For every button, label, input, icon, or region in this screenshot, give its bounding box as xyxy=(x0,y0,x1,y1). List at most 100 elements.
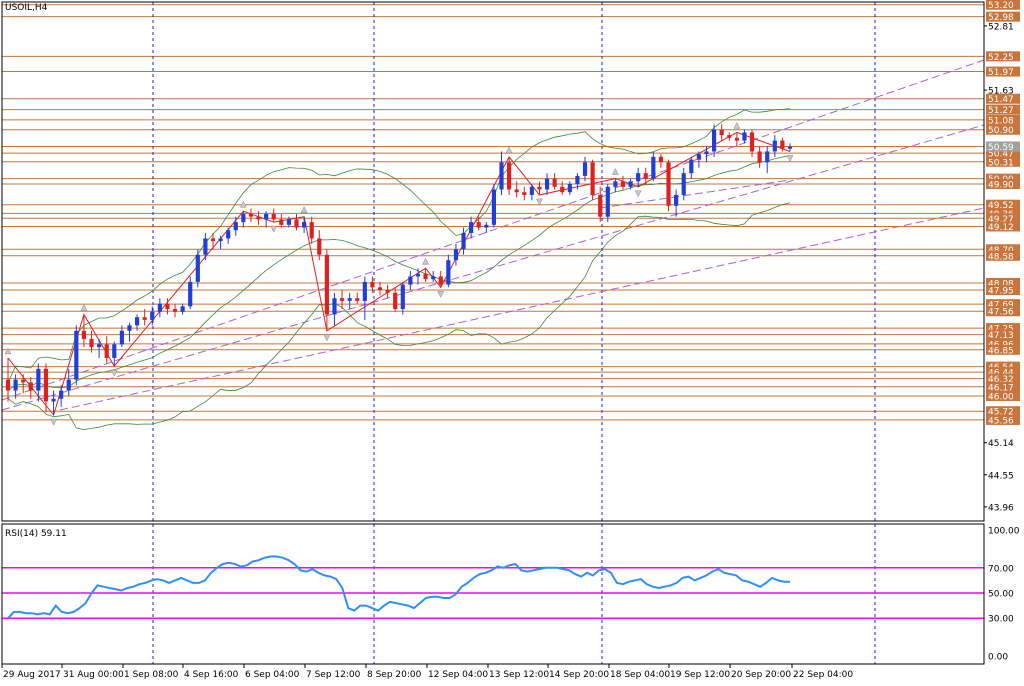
candle-body xyxy=(522,192,527,195)
candle xyxy=(157,298,162,318)
candle xyxy=(332,292,337,326)
level-price-label: 47.25 xyxy=(988,325,1014,335)
candle-body xyxy=(666,162,671,206)
level-price-label: 49.90 xyxy=(988,181,1014,191)
candle xyxy=(643,167,648,185)
candle-body xyxy=(180,306,185,312)
candle-body xyxy=(157,303,162,312)
candle xyxy=(575,173,580,190)
candle-body xyxy=(605,186,610,217)
candle xyxy=(582,156,588,182)
level-price-box xyxy=(986,285,1020,296)
candle xyxy=(127,322,132,342)
candle xyxy=(438,271,443,288)
candle-body xyxy=(317,238,322,255)
candle xyxy=(89,330,94,353)
candle xyxy=(339,290,345,310)
candle xyxy=(567,181,572,195)
level-price-label: 47.13 xyxy=(988,331,1014,341)
candle xyxy=(787,143,793,152)
level-price-box xyxy=(986,244,1020,255)
level-price-label: 46.32 xyxy=(988,375,1014,385)
candle xyxy=(36,363,41,402)
candle-body xyxy=(112,344,117,358)
time-tick-label: 14 Sep 20:00 xyxy=(549,670,609,680)
candle-body xyxy=(377,287,383,291)
candle-body xyxy=(347,298,352,301)
candle xyxy=(461,227,466,255)
candle-body xyxy=(704,151,709,155)
level-price-box xyxy=(986,306,1020,317)
candle xyxy=(400,281,405,315)
level-price-label: 46.85 xyxy=(988,346,1014,356)
candle-body xyxy=(362,281,367,301)
candle-body xyxy=(431,276,436,280)
channel-line xyxy=(59,207,985,411)
candle xyxy=(377,281,383,296)
level-price-label: 47.56 xyxy=(988,308,1014,318)
candle-body xyxy=(423,273,428,280)
candle xyxy=(51,390,56,416)
candle-body xyxy=(142,317,147,320)
level-price-box xyxy=(986,391,1020,402)
candle-body xyxy=(544,178,550,190)
candle xyxy=(81,314,87,348)
candle-body xyxy=(476,222,481,228)
candle-body xyxy=(248,213,254,217)
candle xyxy=(711,124,717,157)
candle-body xyxy=(119,330,124,345)
time-tick-label: 22 Sep 04:00 xyxy=(793,670,853,680)
candle-body xyxy=(66,379,71,391)
level-price-box xyxy=(986,156,1020,167)
level-price-box xyxy=(986,124,1020,135)
candle-body xyxy=(711,129,717,152)
level-price-box xyxy=(986,93,1020,104)
candle-body xyxy=(104,344,109,358)
candle xyxy=(696,151,701,168)
candle xyxy=(780,137,785,152)
candle xyxy=(598,186,603,223)
channel-line xyxy=(1,59,985,401)
level-price-box xyxy=(986,104,1020,115)
rsi-pane-frame xyxy=(1,523,985,665)
candle-body xyxy=(461,232,466,250)
candle xyxy=(119,325,124,348)
candle-body xyxy=(757,151,762,163)
candle xyxy=(302,216,307,233)
candle-body xyxy=(719,129,724,136)
candle xyxy=(13,374,18,399)
candle xyxy=(757,146,762,168)
candle-body xyxy=(97,344,102,348)
level-price-box xyxy=(986,66,1020,77)
candle xyxy=(286,216,292,228)
candle xyxy=(742,129,747,144)
candle xyxy=(469,216,474,239)
candle xyxy=(727,132,732,141)
candle xyxy=(522,186,527,201)
price-tick-label: 43.96 xyxy=(988,503,1014,513)
candle-body xyxy=(233,222,238,231)
candle-body xyxy=(765,151,770,163)
candle-body xyxy=(393,292,398,310)
rsi-tick-label: 70.00 xyxy=(988,564,1014,574)
candle-body xyxy=(309,222,314,239)
level-price-label: 49.52 xyxy=(988,201,1014,211)
fractal-up-icon xyxy=(505,146,513,154)
time-tick-label: 31 Aug 00:00 xyxy=(63,670,124,680)
level-price-label: 45.72 xyxy=(988,408,1014,418)
candle-body xyxy=(51,398,56,402)
candle xyxy=(719,124,724,141)
level-price-box xyxy=(986,344,1020,355)
level-price-box xyxy=(986,406,1020,417)
candle xyxy=(506,156,512,195)
candle xyxy=(355,292,360,304)
candle-body xyxy=(734,137,739,141)
candle xyxy=(590,159,595,201)
level-price-box xyxy=(986,381,1020,392)
candle xyxy=(484,222,489,233)
candle-body xyxy=(506,162,512,190)
candle xyxy=(772,135,777,157)
candle-body xyxy=(582,162,588,176)
